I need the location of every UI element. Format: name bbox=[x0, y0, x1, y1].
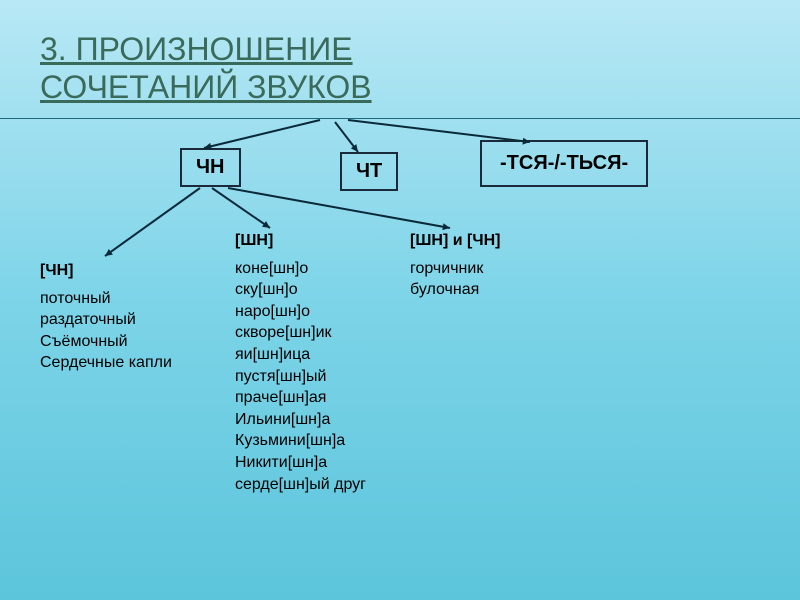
list-item: ску[шн]о bbox=[235, 279, 366, 301]
column-both-items: горчичникбулочная bbox=[410, 258, 500, 301]
list-item: наро[шн]о bbox=[235, 301, 366, 323]
list-item: праче[шн]ая bbox=[235, 387, 366, 409]
column-both-header: [ШН] и [ЧН] bbox=[410, 230, 500, 252]
column-chn-items: поточныйраздаточныйСъёмочныйСердечные ка… bbox=[40, 288, 172, 374]
list-item: Никити[шн]а bbox=[235, 452, 366, 474]
box-chn: ЧН bbox=[180, 148, 241, 187]
title-underline bbox=[0, 118, 800, 119]
box-tsya: -ТСЯ-/-ТЬСЯ- bbox=[480, 140, 648, 187]
list-item: горчичник bbox=[410, 258, 500, 280]
list-item: скворе[шн]ик bbox=[235, 322, 366, 344]
list-item: коне[шн]о bbox=[235, 258, 366, 280]
list-item: пустя[шн]ый bbox=[235, 366, 366, 388]
list-item: раздаточный bbox=[40, 309, 172, 331]
title-line-1: 3. ПРОИЗНОШЕНИЕ bbox=[40, 30, 372, 68]
list-item: поточный bbox=[40, 288, 172, 310]
page-title: 3. ПРОИЗНОШЕНИЕ СОЧЕТАНИЙ ЗВУКОВ bbox=[40, 30, 372, 107]
list-item: Сердечные капли bbox=[40, 352, 172, 374]
column-shn: [ШН] коне[шн]оску[шн]онаро[шн]оскворе[шн… bbox=[235, 230, 366, 495]
list-item: Съёмочный bbox=[40, 331, 172, 353]
title-line-2: СОЧЕТАНИЙ ЗВУКОВ bbox=[40, 68, 372, 106]
list-item: Кузьмини[шн]а bbox=[235, 430, 366, 452]
list-item: булочная bbox=[410, 279, 500, 301]
column-shn-items: коне[шн]оску[шн]онаро[шн]оскворе[шн]икяи… bbox=[235, 258, 366, 496]
column-chn-header: [ЧН] bbox=[40, 260, 172, 282]
column-chn: [ЧН] поточныйраздаточныйСъёмочныйСердечн… bbox=[40, 260, 172, 374]
column-both: [ШН] и [ЧН] горчичникбулочная bbox=[410, 230, 500, 301]
box-cht: ЧТ bbox=[340, 152, 398, 191]
list-item: Ильини[шн]а bbox=[235, 409, 366, 431]
list-item: серде[шн]ый друг bbox=[235, 474, 366, 496]
list-item: яи[шн]ица bbox=[235, 344, 366, 366]
column-shn-header: [ШН] bbox=[235, 230, 366, 252]
